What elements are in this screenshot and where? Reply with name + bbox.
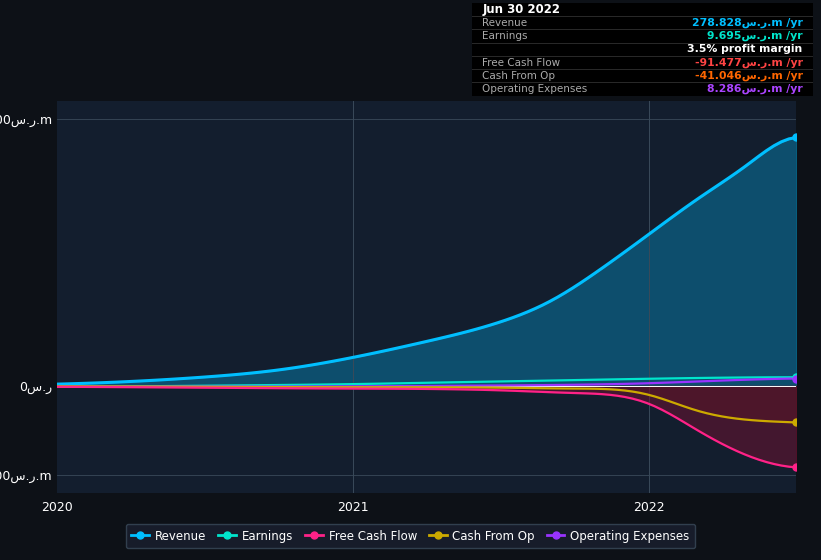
Text: 278.828س.ر.m /yr: 278.828س.ر.m /yr [692, 17, 803, 28]
Text: -91.477س.ر.m /yr: -91.477س.ر.m /yr [695, 58, 803, 68]
Legend: Revenue, Earnings, Free Cash Flow, Cash From Op, Operating Expenses: Revenue, Earnings, Free Cash Flow, Cash … [126, 524, 695, 548]
Text: 3.5% profit margin: 3.5% profit margin [687, 44, 803, 54]
Text: Earnings: Earnings [482, 31, 528, 41]
Text: -41.046س.ر.m /yr: -41.046س.ر.m /yr [695, 71, 803, 81]
Text: Jun 30 2022: Jun 30 2022 [482, 3, 560, 16]
Text: Operating Expenses: Operating Expenses [482, 84, 588, 94]
Text: Revenue: Revenue [482, 18, 527, 28]
Text: 9.695س.ر.m /yr: 9.695س.ر.m /yr [707, 31, 803, 41]
Text: 8.286س.ر.m /yr: 8.286س.ر.m /yr [707, 84, 803, 94]
Text: Free Cash Flow: Free Cash Flow [482, 58, 561, 68]
Text: Cash From Op: Cash From Op [482, 71, 555, 81]
